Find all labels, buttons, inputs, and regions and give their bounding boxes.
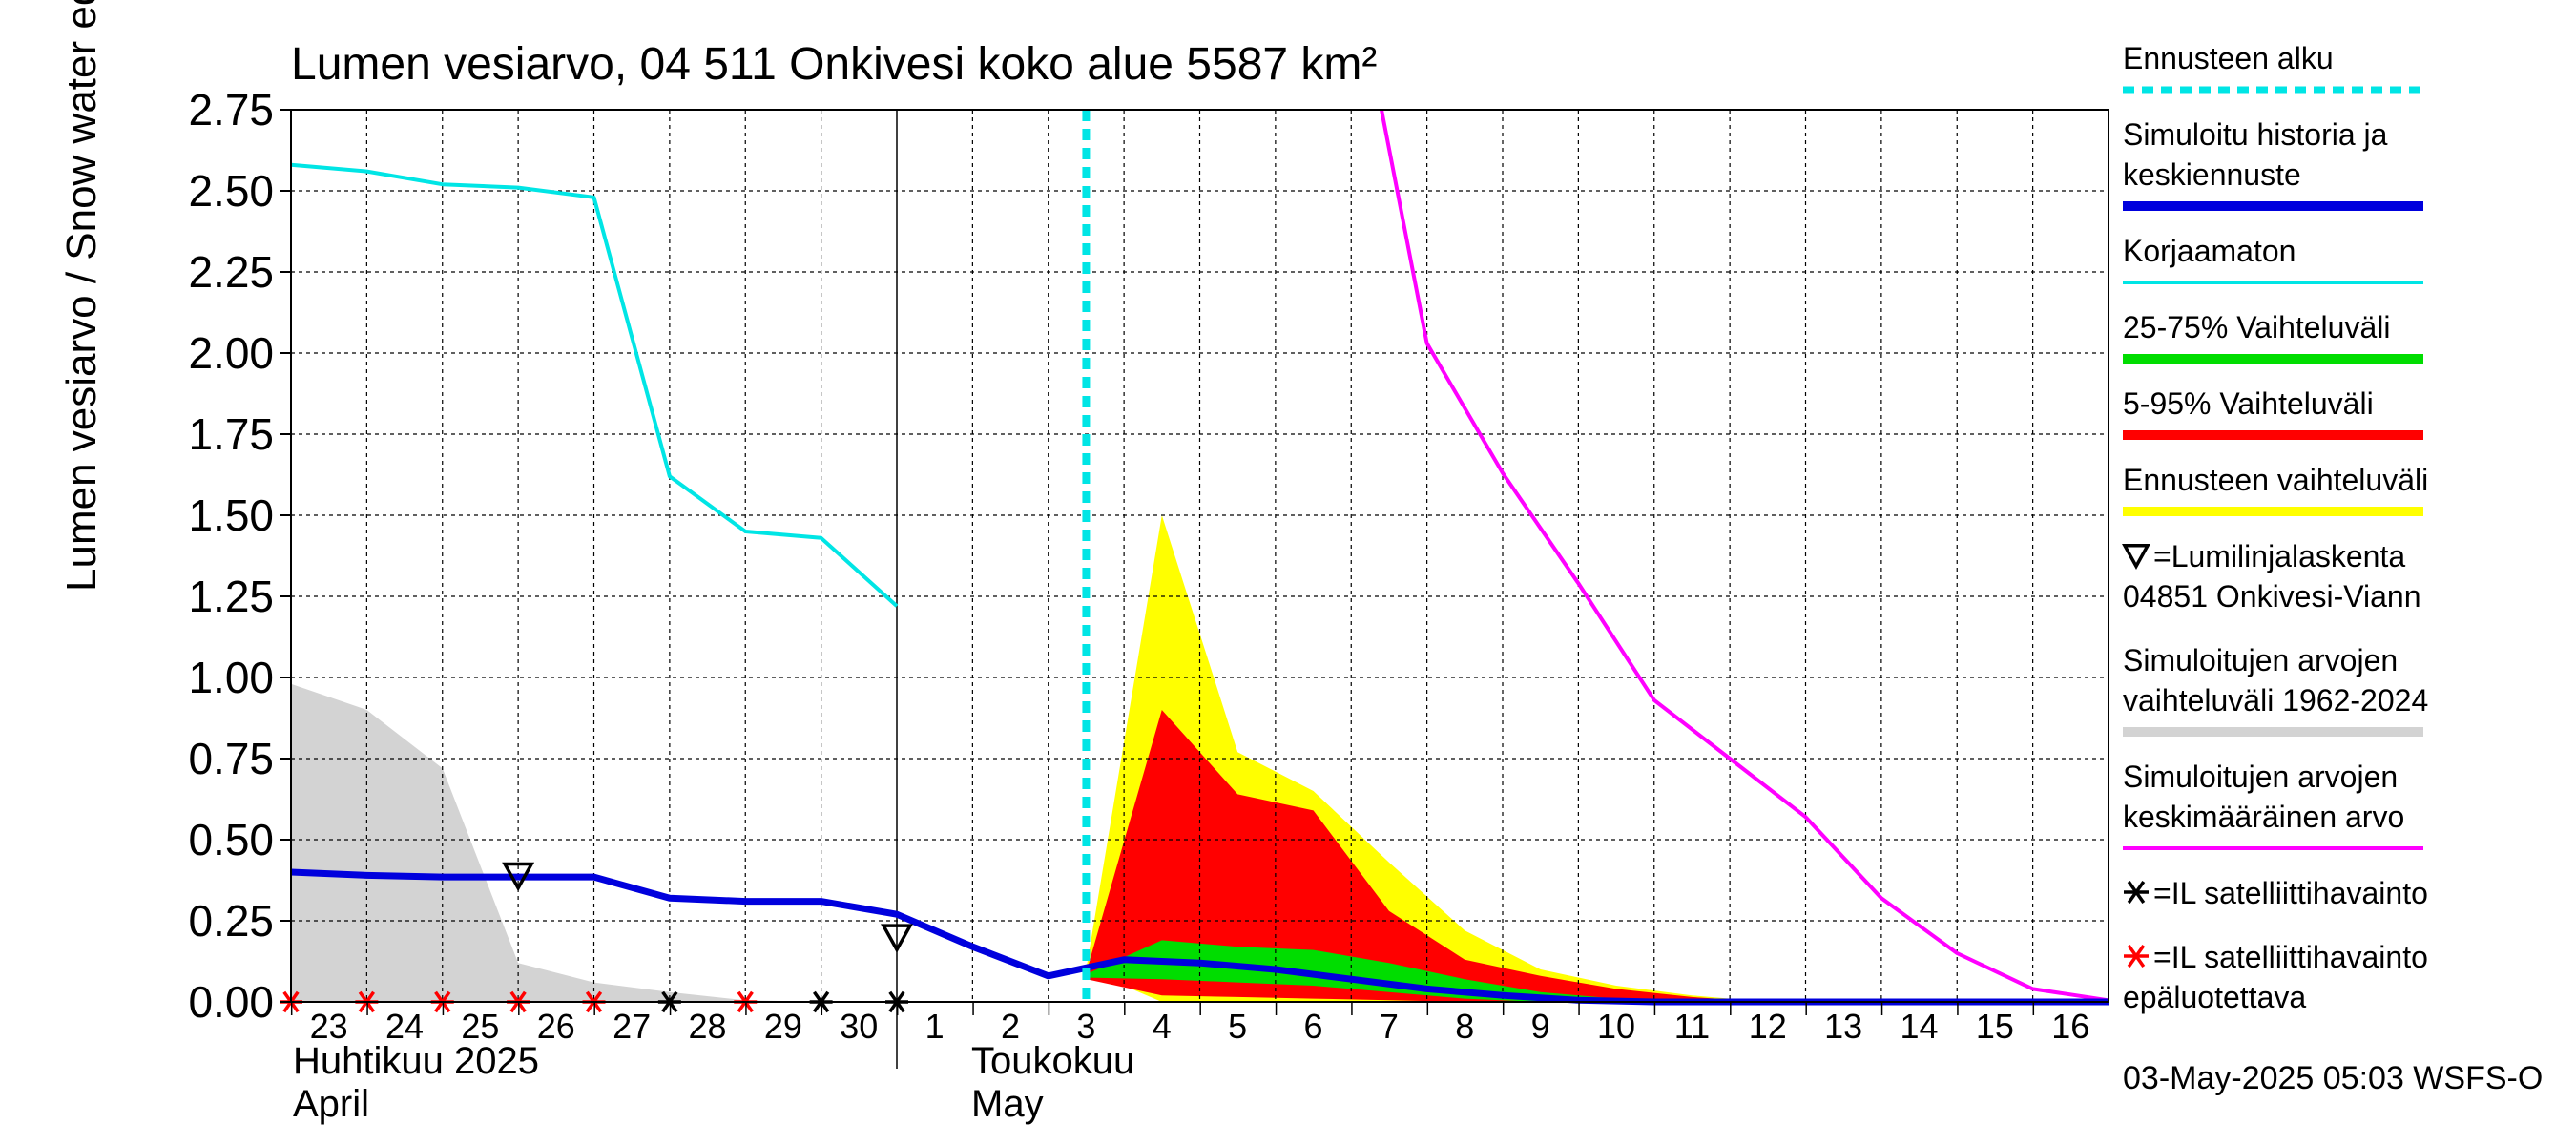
month-label-may-fi: Toukokuu <box>971 1040 1134 1082</box>
legend-asterisk-icon <box>2124 880 2149 905</box>
marker-snow-line-survey <box>502 862 535 892</box>
x-tick-label: 27 <box>613 1007 651 1046</box>
month-label-may-en: May <box>971 1083 1044 1125</box>
x-tick-label: 29 <box>764 1007 802 1046</box>
legend-label: =Lumilinjalaskenta <box>2153 539 2405 573</box>
band-5-95-vaihteluv-li <box>1086 710 1768 1002</box>
legend-label: 04851 Onkivesi-Viann <box>2123 579 2421 614</box>
x-tick-label: 16 <box>2051 1007 2089 1046</box>
legend-item-4: 5-95% Vaihteluväli <box>2123 386 2423 440</box>
x-tick-label: 30 <box>840 1007 878 1046</box>
legend-label: Korjaamaton <box>2123 234 2296 268</box>
band-simuloitujen-arvojen-vaihteluv-li-1962-2024 <box>291 683 2109 1002</box>
plot-area: 0.00 0.25 0.50 0.75 1.00 1.25 1.50 1.75 2.00 2.25… <box>188 85 2109 1069</box>
x-tick-label: 5 <box>1228 1007 1247 1046</box>
line-simuloitu-historia-ja-keskiennuste <box>290 868 2109 1006</box>
legend-item-9: =IL satelliittihavainto <box>2124 876 2428 910</box>
legend-item-7: Simuloitujen arvojen vaihteluväli 1962-20… <box>2123 643 2428 737</box>
y-tick-label: 2.50 <box>188 166 274 216</box>
x-tick-label: 6 <box>1304 1007 1323 1046</box>
x-tick-label: 23 <box>310 1007 348 1046</box>
y-tick-label: 0.75 <box>188 734 274 783</box>
legend: Ennusteen alku Simuloitu historia ja keski… <box>2122 41 2428 1014</box>
x-tick-label: 26 <box>537 1007 575 1046</box>
legend-label: Simuloitujen arvojen <box>2123 643 2398 677</box>
legend-label: vaihteluväli 1962-2024 <box>2123 683 2428 718</box>
x-tick-label: 4 <box>1153 1007 1172 1046</box>
legend-label: Simuloitu historia ja <box>2123 117 2388 152</box>
legend-item-1: Simuloitu historia ja keskiennuste <box>2123 117 2423 211</box>
band-25-75-vaihteluv-li <box>1086 940 1693 1002</box>
legend-label: 25-75% Vaihteluväli <box>2123 310 2390 344</box>
legend-label: 5-95% Vaihteluväli <box>2123 386 2374 421</box>
x-tick-label: 15 <box>1976 1007 2014 1046</box>
legend-label: keskiennuste <box>2123 157 2301 192</box>
y-tick-label: 1.75 <box>188 409 274 459</box>
legend-label: Simuloitujen arvojen <box>2123 760 2398 794</box>
month-label-april-en: April <box>293 1083 369 1125</box>
x-tick-label: 9 <box>1531 1007 1550 1046</box>
line-simuloitujen-arvojen-keskim-r-inen-arvo <box>1380 109 2109 1003</box>
legend-item-6: =Lumilinjalaskenta 04851 Onkivesi-Viann <box>2122 539 2421 614</box>
legend-item-10: =IL satelliittihavainto epäluotettava <box>2123 940 2428 1014</box>
y-tick-label: 1.25 <box>188 572 274 621</box>
x-tick-label: 10 <box>1597 1007 1635 1046</box>
x-tick-label: 3 <box>1076 1007 1095 1046</box>
timestamp-footer: 03-May-2025 05:03 WSFS-O <box>2123 1060 2543 1096</box>
x-tick-label: 11 <box>1674 1007 1710 1046</box>
legend-label: epäluotettava <box>2123 980 2306 1014</box>
chart-title: Lumen vesiarvo, 04 511 Onkivesi koko alu… <box>291 39 1377 90</box>
y-axis-label: Lumen vesiarvo / Snow water equiv. mm <box>58 0 105 592</box>
x-tick-label: 1 <box>925 1007 945 1046</box>
legend-item-2: Korjaamaton <box>2123 234 2423 284</box>
x-tick-label: 24 <box>385 1007 424 1046</box>
y-tick-label: 2.00 <box>188 328 274 378</box>
y-tick-label: 0.25 <box>188 896 274 946</box>
x-tick-label: 28 <box>689 1007 727 1046</box>
legend-asterisk-icon <box>2124 944 2149 968</box>
x-tick-label: 7 <box>1380 1007 1399 1046</box>
legend-label: Ennusteen vaihteluväli <box>2123 463 2428 497</box>
y-tick-label: 2.25 <box>188 247 274 297</box>
x-tick-label: 25 <box>461 1007 499 1046</box>
legend-item-8: Simuloitujen arvojen keskimääräinen arvo <box>2123 760 2423 850</box>
y-tick-label: 0.50 <box>188 815 274 864</box>
legend-item-3: 25-75% Vaihteluväli <box>2123 310 2423 364</box>
x-tick-label: 2 <box>1001 1007 1020 1046</box>
line-korjaamaton <box>290 162 899 608</box>
x-tick-label: 13 <box>1824 1007 1862 1046</box>
y-tick-label: 1.50 <box>188 490 274 540</box>
y-tick-label: 0.00 <box>188 977 274 1027</box>
legend-label: Ennusteen alku <box>2123 41 2334 75</box>
x-tick-label: 14 <box>1901 1007 1939 1046</box>
legend-triangle-icon <box>2122 544 2150 571</box>
marker-snow-line-survey <box>881 924 913 953</box>
x-tick-label: 8 <box>1455 1007 1474 1046</box>
legend-label: =IL satelliittihavainto <box>2153 940 2428 974</box>
x-tick-label: 12 <box>1749 1007 1787 1046</box>
legend-item-5: Ennusteen vaihteluväli <box>2123 463 2428 516</box>
month-label-april-fi: Huhtikuu 2025 <box>293 1040 539 1082</box>
y-tick-label: 1.00 <box>188 653 274 702</box>
y-tick-label: 2.75 <box>188 85 274 135</box>
legend-item-0: Ennusteen alku <box>2123 41 2423 94</box>
legend-label: =IL satelliittihavainto <box>2153 876 2428 910</box>
legend-label: keskimääräinen arvo <box>2123 800 2404 834</box>
